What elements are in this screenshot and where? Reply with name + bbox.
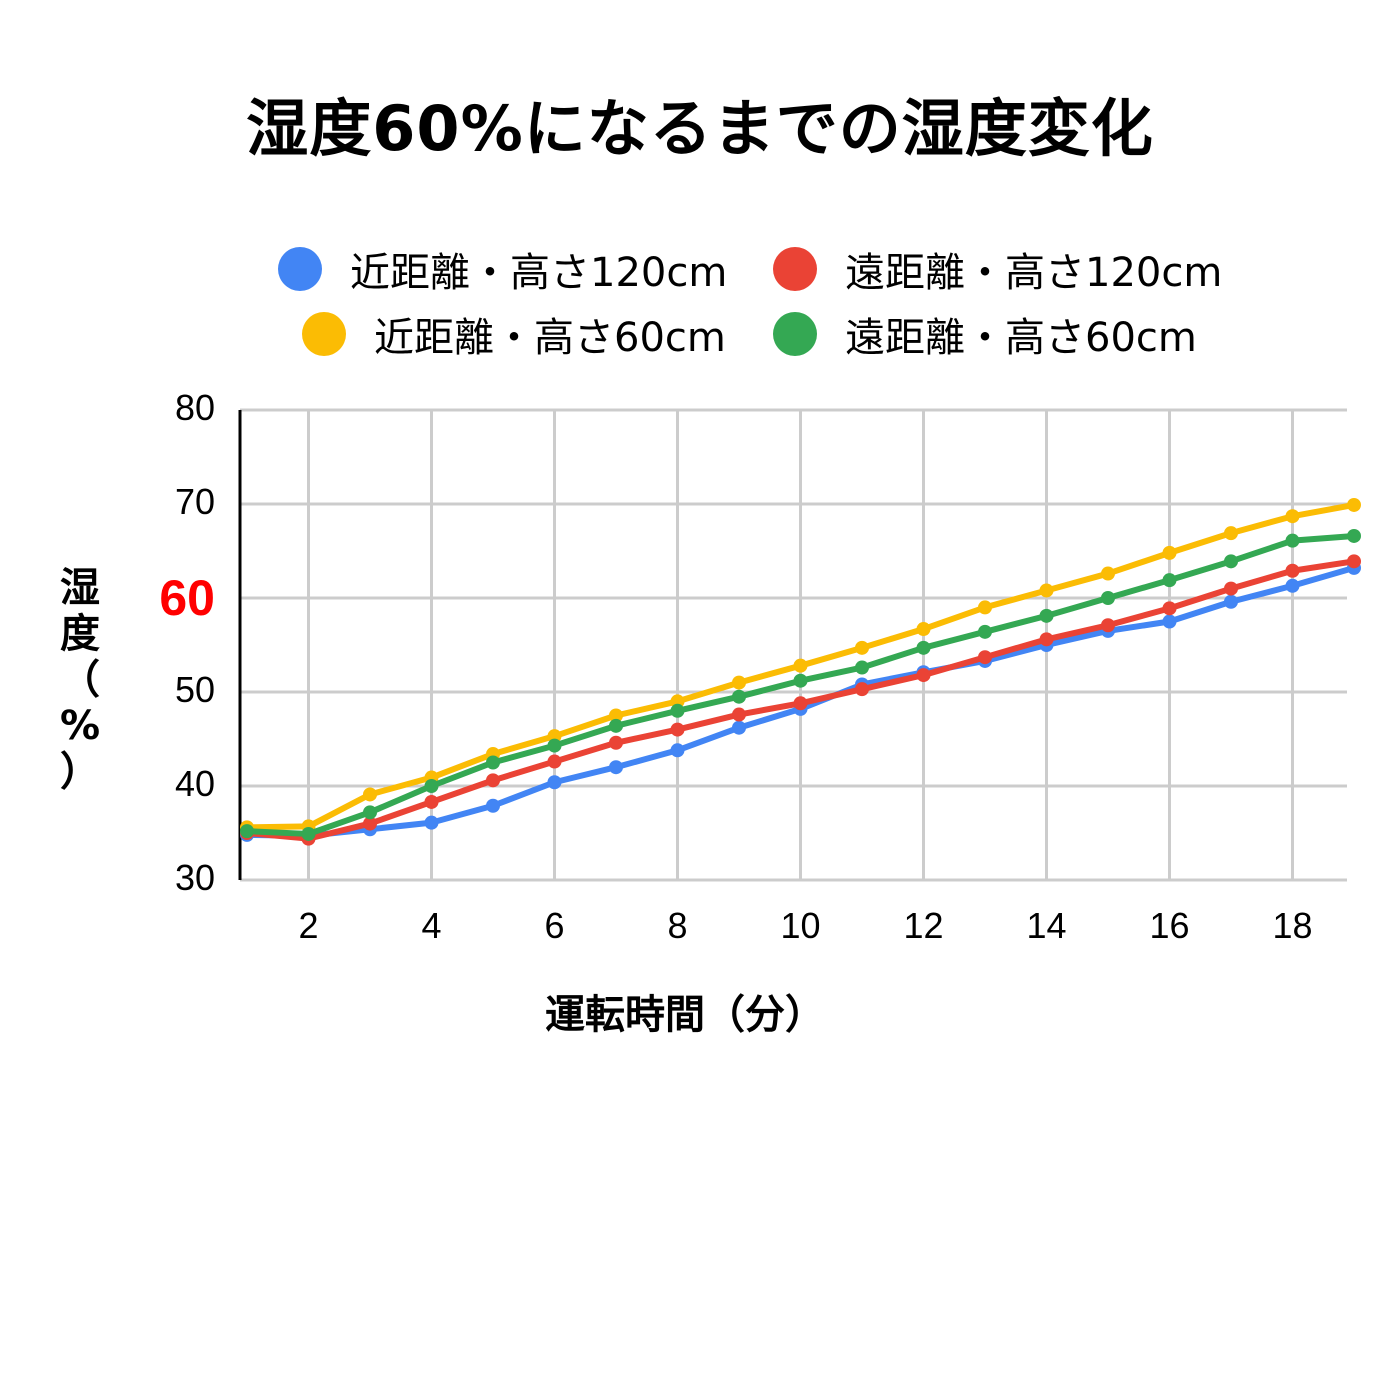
y-tick-label: 30: [174, 857, 215, 898]
x-tick-label: 12: [903, 905, 944, 946]
data-point-1: [916, 668, 931, 683]
data-point-1: [1101, 618, 1115, 633]
legend-item-near-60: 近距離・高さ60cm: [302, 305, 726, 363]
legend-dot-yellow-icon: [302, 312, 346, 356]
data-point-3: [1285, 533, 1300, 548]
data-point-1: [670, 722, 685, 737]
data-point-2: [1285, 509, 1300, 524]
data-point-0: [670, 743, 685, 758]
data-point-1: [1347, 554, 1361, 569]
data-point-1: [547, 754, 562, 769]
data-point-2: [1101, 566, 1115, 581]
y-tick-label: 60: [159, 570, 215, 626]
y-axis-label-char: （: [60, 657, 100, 703]
data-point-0: [609, 760, 623, 775]
data-point-1: [609, 735, 623, 750]
data-point-2: [1039, 583, 1054, 598]
data-point-1: [1162, 601, 1177, 616]
data-point-3: [1039, 608, 1054, 623]
data-point-1: [732, 707, 746, 722]
legend-label-far-60: 遠距離・高さ60cm: [845, 315, 1197, 361]
data-point-3: [363, 805, 377, 820]
chart-title: 湿度60%になるまでの湿度変化: [246, 92, 1154, 165]
series-lines: [240, 497, 1361, 846]
y-tick-label: 80: [174, 387, 215, 428]
data-point-1: [363, 816, 377, 831]
data-point-2: [1347, 497, 1361, 512]
data-point-2: [732, 675, 746, 690]
data-point-0: [486, 798, 500, 813]
data-point-3: [301, 826, 316, 841]
data-point-1: [793, 696, 808, 711]
legend-item-far-120: 遠距離・高さ120cm: [773, 240, 1222, 298]
data-point-1: [855, 682, 869, 697]
data-point-3: [1347, 528, 1361, 543]
data-point-3: [978, 624, 992, 639]
x-tick-label: 6: [544, 905, 565, 946]
x-tick-label: 8: [667, 905, 688, 946]
data-point-2: [1224, 526, 1238, 541]
data-point-1: [486, 773, 500, 788]
data-point-2: [1162, 545, 1177, 560]
data-point-3: [609, 718, 623, 733]
data-point-0: [732, 720, 746, 735]
data-point-2: [978, 600, 992, 615]
data-point-0: [424, 815, 439, 830]
data-point-2: [916, 622, 931, 637]
data-point-3: [670, 703, 685, 718]
data-point-3: [732, 689, 746, 704]
x-tick-label: 10: [780, 905, 821, 946]
data-point-2: [855, 640, 869, 655]
data-point-3: [486, 755, 500, 770]
y-axis-label-char: ）: [60, 749, 100, 795]
data-point-3: [1162, 573, 1177, 588]
x-tick-label: 16: [1149, 905, 1190, 946]
legend-label-far-120: 遠距離・高さ120cm: [845, 250, 1223, 296]
legend-label-near-60: 近距離・高さ60cm: [374, 315, 726, 361]
data-point-2: [609, 708, 623, 723]
x-axis-label: 運転時間（分）: [545, 992, 825, 1038]
data-point-3: [855, 660, 869, 675]
data-point-1: [978, 650, 992, 665]
data-point-1: [1285, 563, 1300, 578]
y-axis-label-char: 度: [60, 611, 100, 657]
data-point-1: [1224, 581, 1238, 596]
data-point-3: [240, 824, 254, 839]
legend-item-far-60: 遠距離・高さ60cm: [773, 305, 1197, 363]
data-point-3: [547, 738, 562, 753]
data-point-3: [424, 779, 439, 793]
y-tick-label: 40: [174, 763, 215, 804]
y-axis-label-char: 湿: [60, 565, 100, 611]
data-point-3: [1101, 591, 1115, 605]
data-point-0: [547, 775, 562, 790]
data-point-1: [1039, 632, 1054, 647]
legend-item-near-120: 近距離・高さ120cm: [278, 240, 727, 298]
data-point-0: [1224, 594, 1238, 609]
x-tick-label: 4: [421, 905, 442, 946]
data-point-0: [1162, 614, 1177, 629]
y-axis-label-char: %: [59, 703, 101, 749]
y-axis-label: 湿 度 （ % ）: [52, 565, 108, 795]
x-tick-label: 18: [1272, 905, 1313, 946]
y-tick-label: 70: [174, 481, 215, 522]
legend-dot-red-icon: [773, 247, 817, 291]
y-tick-label: 50: [174, 669, 215, 710]
data-point-2: [793, 658, 808, 673]
data-point-3: [916, 640, 931, 655]
data-point-3: [1224, 554, 1238, 569]
legend-dot-green-icon: [773, 312, 817, 356]
legend-dot-blue-icon: [278, 247, 322, 291]
data-point-1: [424, 794, 439, 809]
data-point-0: [1285, 578, 1300, 593]
data-point-3: [793, 673, 808, 688]
x-tick-label: 14: [1026, 905, 1067, 946]
data-point-2: [363, 787, 377, 802]
legend-label-near-120: 近距離・高さ120cm: [350, 250, 728, 296]
x-tick-label: 2: [298, 905, 319, 946]
